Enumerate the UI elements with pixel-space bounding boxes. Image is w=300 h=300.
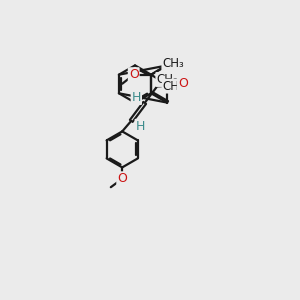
Text: O: O — [129, 68, 139, 81]
Text: H: H — [136, 120, 145, 133]
Text: H: H — [132, 91, 141, 104]
Text: O: O — [178, 77, 188, 90]
Text: CH₃: CH₃ — [163, 57, 184, 70]
Text: CH₃: CH₃ — [163, 80, 184, 93]
Text: N: N — [163, 59, 172, 72]
Text: CH₃: CH₃ — [156, 73, 178, 86]
Text: O: O — [117, 172, 127, 185]
